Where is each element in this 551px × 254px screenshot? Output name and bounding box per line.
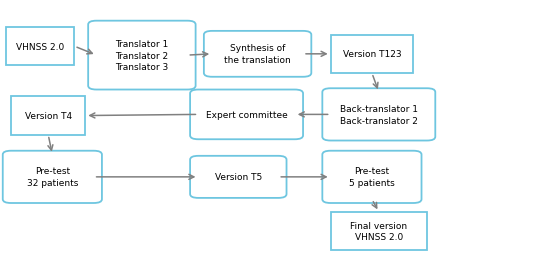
FancyBboxPatch shape bbox=[3, 151, 102, 203]
Text: VHNSS 2.0: VHNSS 2.0 bbox=[16, 42, 64, 52]
FancyBboxPatch shape bbox=[11, 97, 85, 135]
Text: Pre-test
32 patients: Pre-test 32 patients bbox=[26, 167, 78, 187]
Text: Back-translator 1
Back-translator 2: Back-translator 1 Back-translator 2 bbox=[340, 105, 418, 125]
Text: Pre-test
5 patients: Pre-test 5 patients bbox=[349, 167, 395, 187]
Text: Translator 1
Translator 2
Translator 3: Translator 1 Translator 2 Translator 3 bbox=[115, 40, 169, 72]
FancyBboxPatch shape bbox=[331, 212, 427, 250]
FancyBboxPatch shape bbox=[322, 89, 435, 141]
FancyBboxPatch shape bbox=[331, 36, 413, 74]
Text: Final version
VHNSS 2.0: Final version VHNSS 2.0 bbox=[350, 221, 407, 242]
FancyBboxPatch shape bbox=[6, 28, 74, 66]
Text: Synthesis of
the translation: Synthesis of the translation bbox=[224, 44, 291, 65]
FancyBboxPatch shape bbox=[190, 90, 303, 140]
FancyBboxPatch shape bbox=[190, 156, 287, 198]
Text: Version T5: Version T5 bbox=[215, 173, 262, 182]
FancyBboxPatch shape bbox=[322, 151, 422, 203]
Text: Version T4: Version T4 bbox=[25, 112, 72, 121]
FancyBboxPatch shape bbox=[204, 32, 311, 77]
Text: Version T123: Version T123 bbox=[343, 50, 401, 59]
Text: Expert committee: Expert committee bbox=[206, 110, 288, 119]
FancyBboxPatch shape bbox=[88, 22, 196, 90]
